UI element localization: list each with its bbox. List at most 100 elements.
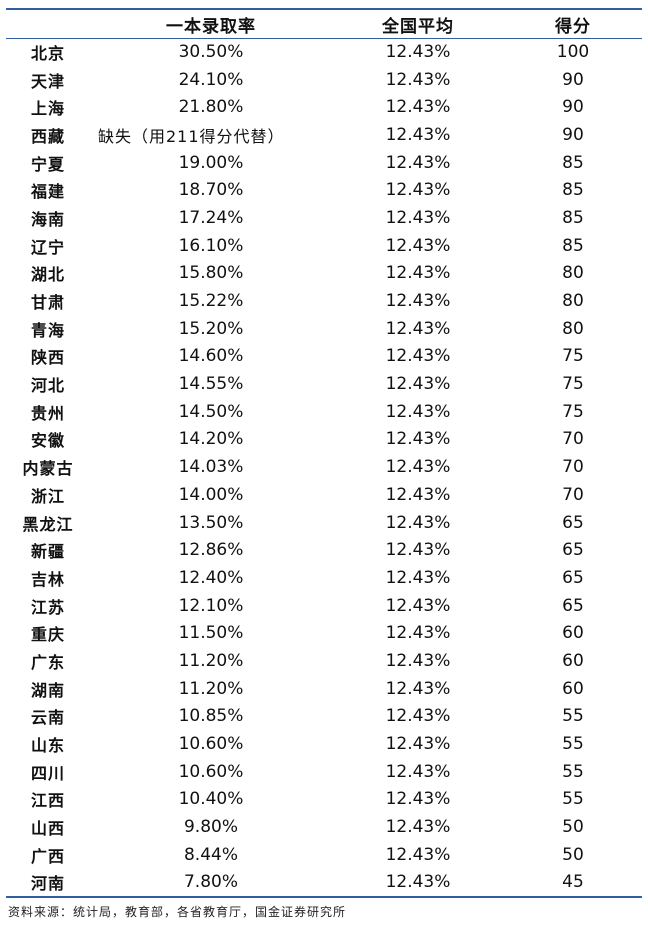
admission-rate-cell: 30.50% <box>178 41 244 62</box>
header-province <box>6 11 90 38</box>
table-top-rule <box>6 8 642 10</box>
table-row: 四川 10.60% 12.43% 55 <box>6 758 642 786</box>
score-cell: 55 <box>562 706 584 727</box>
score-cell: 90 <box>562 97 584 118</box>
table-row: 云南 10.85% 12.43% 55 <box>6 703 642 731</box>
national-average-cell: 12.43% <box>385 235 451 256</box>
score-cell: 85 <box>562 207 584 228</box>
score-cell: 55 <box>562 734 584 755</box>
header-score: 得分 <box>555 17 591 37</box>
table-row: 辽宁 16.10% 12.43% 85 <box>6 232 642 260</box>
table-row: 广东 11.20% 12.43% 60 <box>6 647 642 675</box>
table-row: 重庆 11.50% 12.43% 60 <box>6 619 642 647</box>
table-row: 青海 15.20% 12.43% 80 <box>6 315 642 343</box>
province-cell: 山西 <box>30 819 65 839</box>
score-cell: 60 <box>562 650 584 671</box>
admission-rate-table: 一本录取率 全国平均 得分 北京 30.50% 12.43% 100 天津 24.10% 1… <box>6 11 642 896</box>
national-average-cell: 12.43% <box>385 817 451 838</box>
table-row: 贵州 14.50% 12.43% 75 <box>6 398 642 426</box>
score-cell: 60 <box>562 623 584 644</box>
national-average-cell: 12.43% <box>385 318 451 339</box>
national-average-cell: 12.43% <box>385 152 451 173</box>
national-average-cell: 12.43% <box>385 844 451 865</box>
province-cell: 广东 <box>30 652 65 672</box>
admission-rate-cell: 14.55% <box>178 374 244 395</box>
score-cell: 75 <box>562 401 584 422</box>
province-cell: 内蒙古 <box>22 459 74 479</box>
national-average-cell: 12.43% <box>385 761 451 782</box>
province-cell: 河南 <box>30 874 65 894</box>
national-average-cell: 12.43% <box>385 872 451 893</box>
admission-rate-cell: 17.24% <box>178 207 244 228</box>
national-average-cell: 12.43% <box>385 512 451 533</box>
national-average-cell: 12.43% <box>385 374 451 395</box>
province-cell: 宁夏 <box>30 154 65 174</box>
score-cell: 60 <box>562 678 584 699</box>
national-average-cell: 12.43% <box>385 429 451 450</box>
admission-rate-cell: 10.60% <box>178 734 244 755</box>
province-cell: 陕西 <box>30 348 65 368</box>
admission-rate-cell: 14.50% <box>178 401 244 422</box>
national-average-cell: 12.43% <box>385 650 451 671</box>
admission-rate-cell: 10.40% <box>178 789 244 810</box>
admission-rate-cell: 24.10% <box>178 69 244 90</box>
table-row: 湖南 11.20% 12.43% 60 <box>6 675 642 703</box>
province-cell: 江西 <box>30 791 65 811</box>
source-note: 资料来源：统计局，教育部，各省教育厅，国金证券研究所 <box>8 905 347 919</box>
admission-rate-cell: 16.10% <box>178 235 244 256</box>
province-cell: 上海 <box>30 99 65 119</box>
province-cell: 辽宁 <box>30 237 65 257</box>
table-header-rule <box>6 38 642 39</box>
province-cell: 海南 <box>30 209 65 229</box>
province-cell: 福建 <box>30 182 65 202</box>
score-cell: 100 <box>556 41 590 62</box>
admission-rate-cell: 11.50% <box>178 623 244 644</box>
national-average-cell: 12.43% <box>385 734 451 755</box>
admission-rate-cell: 13.50% <box>178 512 244 533</box>
score-cell: 70 <box>562 457 584 478</box>
province-cell: 河北 <box>30 376 65 396</box>
national-average-cell: 12.43% <box>385 69 451 90</box>
score-cell: 55 <box>562 789 584 810</box>
national-average-cell: 12.43% <box>385 291 451 312</box>
province-cell: 新疆 <box>30 542 65 562</box>
admission-rate-cell: 11.20% <box>178 650 244 671</box>
table-row: 浙江 14.00% 12.43% 70 <box>6 481 642 509</box>
score-cell: 85 <box>562 235 584 256</box>
score-cell: 75 <box>562 374 584 395</box>
province-cell: 安徽 <box>30 431 65 451</box>
admission-rate-cell: 15.22% <box>178 291 244 312</box>
national-average-cell: 12.43% <box>385 706 451 727</box>
national-average-cell: 12.43% <box>385 567 451 588</box>
score-cell: 65 <box>562 512 584 533</box>
table-row: 吉林 12.40% 12.43% 65 <box>6 564 642 592</box>
table-row: 山东 10.60% 12.43% 55 <box>6 730 642 758</box>
table-row: 江苏 12.10% 12.43% 65 <box>6 592 642 620</box>
national-average-cell: 12.43% <box>385 789 451 810</box>
province-cell: 西藏 <box>30 126 65 146</box>
admission-rate-cell: 19.00% <box>178 152 244 173</box>
admission-rate-cell: 7.80% <box>183 872 238 893</box>
score-cell: 50 <box>562 817 584 838</box>
score-cell: 80 <box>562 318 584 339</box>
province-cell: 甘肃 <box>30 293 65 313</box>
score-cell: 65 <box>562 567 584 588</box>
province-cell: 江苏 <box>30 597 65 617</box>
province-cell: 重庆 <box>30 625 65 645</box>
province-cell: 浙江 <box>30 486 65 506</box>
admission-rate-cell: 12.40% <box>178 567 244 588</box>
national-average-cell: 12.43% <box>385 401 451 422</box>
table-row: 福建 18.70% 12.43% 85 <box>6 176 642 204</box>
score-cell: 65 <box>562 595 584 616</box>
table-row: 内蒙古 14.03% 12.43% 70 <box>6 453 642 481</box>
admission-rate-cell: 14.60% <box>178 346 244 367</box>
admission-rate-cell: 14.20% <box>178 429 244 450</box>
table-row: 湖北 15.80% 12.43% 80 <box>6 260 642 288</box>
province-cell: 青海 <box>30 320 65 340</box>
admission-rate-cell: 12.86% <box>178 540 244 561</box>
province-cell: 云南 <box>30 708 65 728</box>
table-row: 山西 9.80% 12.43% 50 <box>6 813 642 841</box>
table-row: 北京 30.50% 12.43% 100 <box>6 38 642 66</box>
score-cell: 85 <box>562 152 584 173</box>
